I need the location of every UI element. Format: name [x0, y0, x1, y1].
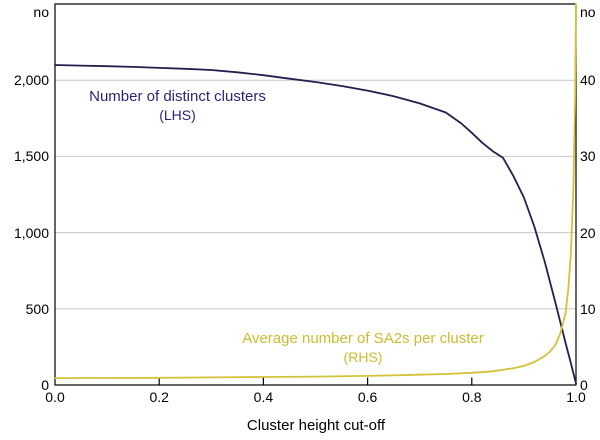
x-axis-tick-label: 0.6 — [357, 389, 378, 405]
series-label-text: Average number of SA2s per cluster — [242, 330, 484, 347]
series-label-axis-note: (RHS) — [343, 349, 383, 365]
right-axis-tick-label: 10 — [580, 300, 596, 317]
series-label-distinct-clusters: Number of distinct clusters (LHS) — [70, 87, 285, 125]
left-axis-tick-label: 2,000 — [13, 72, 49, 89]
right-axis-unit: no — [580, 4, 596, 20]
series-label-text: Number of distinct clusters — [89, 88, 266, 105]
x-axis-tick-label: 0.8 — [462, 389, 482, 405]
x-axis-tick-label: 0.0 — [45, 389, 65, 405]
left-axis-tick-label: 0 — [41, 377, 49, 393]
left-axis-tick-label: 1,000 — [13, 224, 49, 241]
series-label-axis-note: (LHS) — [159, 107, 196, 123]
right-axis-tick-label: 40 — [580, 72, 596, 89]
x-axis-tick-label: 0.4 — [253, 389, 274, 405]
x-axis-tick-label: 1.0 — [566, 389, 586, 405]
left-axis-tick-label: 500 — [25, 300, 49, 317]
x-axis-title: Cluster height cut-off — [246, 417, 386, 434]
left-axis-tick-label: 1,500 — [13, 148, 49, 165]
right-axis-tick-label: 20 — [580, 224, 596, 241]
right-axis-tick-label: 0 — [580, 377, 588, 393]
left-axis-unit: no — [33, 4, 49, 20]
x-axis-tick-label: 0.2 — [149, 389, 169, 405]
right-axis-tick-label: 30 — [580, 148, 596, 165]
series-label-avg-sa2s: Average number of SA2s per cluster (RHS) — [213, 329, 513, 367]
